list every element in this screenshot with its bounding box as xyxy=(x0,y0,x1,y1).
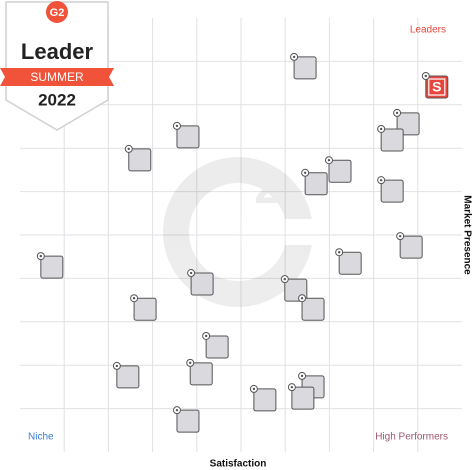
point-pin-dot xyxy=(175,408,179,412)
point-pin-dot xyxy=(189,361,192,365)
point xyxy=(291,386,315,410)
points: S xyxy=(36,52,449,433)
point-pin-dot xyxy=(252,387,256,391)
svg-text:2: 2 xyxy=(254,158,282,214)
point-pin-dot xyxy=(175,124,179,128)
point-pin-dot xyxy=(379,127,383,131)
point xyxy=(176,409,200,433)
point xyxy=(116,365,140,389)
point xyxy=(253,388,277,412)
point-pin-dot xyxy=(300,297,304,300)
point-pin-dot xyxy=(337,251,341,254)
point-pin-dot xyxy=(115,364,119,368)
point xyxy=(338,251,362,275)
point xyxy=(133,297,157,321)
point xyxy=(205,335,229,359)
point xyxy=(40,255,64,279)
watermark: 2 xyxy=(163,157,318,307)
grid xyxy=(20,18,462,452)
point xyxy=(190,272,214,296)
badge-season: SUMMER xyxy=(30,70,84,84)
badge-title: Leader xyxy=(21,39,94,64)
point xyxy=(301,297,325,321)
y-axis-label: Market Presence xyxy=(461,195,472,275)
point-pin-dot xyxy=(127,147,130,151)
point-pin-dot xyxy=(132,297,136,300)
point xyxy=(425,75,449,99)
point xyxy=(380,128,404,152)
point-pin-dot xyxy=(292,55,296,59)
point-pin-dot xyxy=(327,159,331,162)
point-pin-dot xyxy=(283,277,287,281)
badge: G2 Leader SUMMER 2022 xyxy=(0,1,114,131)
point xyxy=(380,179,404,203)
point xyxy=(189,362,213,386)
point-label: S xyxy=(432,79,441,95)
point-pin-dot xyxy=(398,234,402,238)
point xyxy=(328,159,352,183)
point-pin-dot xyxy=(189,271,193,275)
point-pin-dot xyxy=(204,334,208,338)
point-pin-dot xyxy=(379,178,383,182)
badge-year: 2022 xyxy=(38,90,76,109)
point-pin-dot xyxy=(290,385,294,389)
quadrant-label: Niche xyxy=(28,432,54,443)
x-axis-label: Satisfaction xyxy=(210,459,267,470)
point-pin-dot xyxy=(424,74,428,78)
point-pin-dot xyxy=(303,171,307,174)
point-pin-dot xyxy=(39,254,43,258)
point xyxy=(293,56,317,80)
point-pin-dot xyxy=(300,374,304,378)
point xyxy=(176,125,200,149)
quadrant-label: High Performers xyxy=(375,432,448,443)
point-pin-dot xyxy=(395,111,399,115)
quadrant-label: Leaders xyxy=(410,25,446,36)
point xyxy=(304,172,328,196)
point-inner xyxy=(428,78,446,96)
svg-text:G2: G2 xyxy=(50,7,65,19)
point xyxy=(399,235,423,259)
point xyxy=(128,148,152,172)
